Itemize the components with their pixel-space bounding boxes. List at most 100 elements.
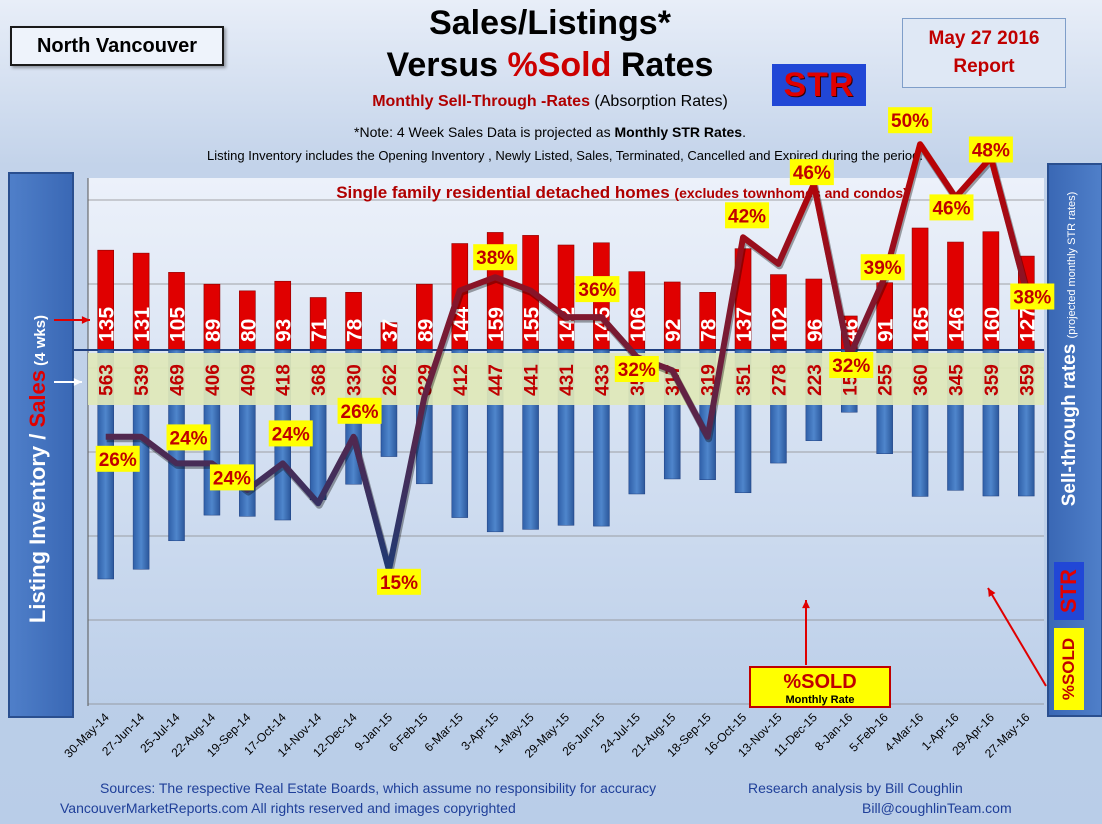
- chart-title-main: Single family residential detached homes: [336, 183, 674, 202]
- sold-legend-box: [749, 666, 891, 708]
- footer-analysis: Research analysis by Bill Coughlin: [748, 780, 963, 796]
- x-tick-label: 6-Mar-15: [422, 710, 467, 755]
- sales-value-label: 89: [202, 319, 225, 342]
- sold-value-label: 46%: [793, 163, 831, 184]
- footer-sources: Sources: The respective Real Estate Boar…: [100, 780, 657, 796]
- title-part-c: Rates: [611, 46, 714, 84]
- sold-label-box: [337, 397, 382, 424]
- note-line-2: Listing Inventory includes the Opening I…: [207, 148, 923, 163]
- sold-label-box: [166, 424, 211, 451]
- sold-label-box: [789, 159, 834, 186]
- sold-value-label: 26%: [341, 402, 379, 423]
- sold-label-box: [1010, 283, 1055, 310]
- sold-label-box: [95, 445, 140, 472]
- inventory-value-label: 433: [592, 364, 613, 396]
- note-line-1-c: .: [742, 124, 746, 140]
- x-tick-label: 4-Mar-16: [882, 710, 927, 755]
- sales-value-label: 105: [167, 307, 190, 342]
- side-arrow-head: [988, 588, 996, 597]
- report-date-box: May 27 2016 Report: [902, 18, 1066, 88]
- inventory-value-label: 359: [1017, 364, 1038, 396]
- inventory-value-label: 368: [309, 364, 330, 396]
- inventory-value-label: 447: [486, 364, 507, 396]
- sold-label-box: [376, 568, 421, 595]
- sold-value-label: 32%: [618, 360, 656, 381]
- inventory-value-label: 539: [132, 364, 153, 396]
- sales-value-label: 137: [733, 307, 756, 342]
- sales-value-label: 102: [768, 307, 791, 342]
- report-word: Report: [953, 56, 1015, 77]
- title-line-2: Versus %Sold Rates: [300, 46, 800, 85]
- inventory-value-label: 418: [274, 364, 295, 396]
- sales-value-label: 131: [131, 307, 154, 342]
- sales-value-label: 146: [945, 307, 968, 342]
- legend-arrow-head: [802, 600, 810, 609]
- subtitle-rest: (Absorption Rates): [589, 93, 728, 110]
- sales-value-label: 71: [308, 318, 331, 342]
- inventory-label-band: [88, 353, 1044, 405]
- sales-value-label: 92: [662, 319, 685, 342]
- sales-value-label: 37: [379, 319, 402, 342]
- sales-value-label: 78: [344, 318, 367, 342]
- sold-value-label: 24%: [170, 428, 208, 449]
- inventory-value-label: 351: [734, 364, 755, 396]
- sold-label-box: [968, 136, 1013, 163]
- sold-value-label: 26%: [99, 450, 137, 471]
- sold-small-label: %SOLD: [1054, 628, 1084, 710]
- sold-value-label: 32%: [832, 356, 870, 377]
- side-arrow: [987, 587, 1047, 687]
- sales-value-label: 96: [804, 319, 827, 342]
- inventory-value-label: 406: [203, 364, 224, 396]
- sold-value-label: 36%: [578, 280, 616, 301]
- sales-value-label: 80: [237, 319, 260, 342]
- region-label: North Vancouver: [10, 26, 224, 66]
- title-part-sold: %Sold: [507, 46, 612, 84]
- sold-value-label: 38%: [1013, 288, 1051, 309]
- note-line-1-a: *Note: 4 Week Sales Data is projected as: [354, 124, 615, 140]
- sold-label-box: [860, 254, 905, 281]
- sold-value-label: 46%: [932, 198, 970, 219]
- footer-email: Bill@coughlinTeam.com: [862, 800, 1012, 816]
- sold-legend-sub: Monthly Rate: [785, 694, 854, 706]
- title-line-1: Sales/Listings*: [429, 4, 671, 42]
- subtitle-strong: Monthly Sell-Through -Rates: [372, 93, 590, 110]
- sold-legend-title: %SOLD: [783, 671, 856, 693]
- inventory-value-label: 223: [805, 364, 826, 396]
- sold-label-box: [209, 464, 254, 491]
- sales-value-label: 127: [1016, 307, 1039, 342]
- sold-value-label: 48%: [972, 141, 1010, 162]
- report-date: May 27 2016: [928, 28, 1040, 49]
- str-small-logo: STR: [1054, 562, 1084, 620]
- sold-label-box: [614, 356, 659, 382]
- sold-label-box: [725, 202, 770, 229]
- str-logo: STR: [772, 64, 866, 106]
- sold-value-label: 50%: [891, 111, 929, 132]
- sales-value-label: 165: [910, 307, 933, 342]
- sales-value-label: 144: [450, 307, 473, 342]
- chart-title-note: (excludes townhomes and condos): [674, 185, 907, 201]
- sold-label-box: [268, 420, 313, 447]
- inventory-value-label: 262: [380, 364, 401, 396]
- sold-label-box: [473, 244, 518, 271]
- sold-value-label: 42%: [728, 206, 766, 227]
- inventory-value-label: 469: [168, 364, 189, 396]
- sales-value-label: 93: [273, 319, 296, 342]
- sold-line: [105, 141, 1030, 573]
- sales-pointer-arrow-head: [81, 316, 90, 324]
- inventory-value-label: 412: [451, 364, 472, 396]
- right-axis-panel: [1047, 163, 1102, 717]
- inventory-value-label: 345: [946, 364, 967, 396]
- sold-label-box: [829, 352, 874, 378]
- sales-value-label: 160: [981, 307, 1004, 342]
- sold-value-label: 39%: [864, 258, 902, 279]
- sold-label-box: [929, 194, 974, 221]
- inventory-value-label: 359: [982, 364, 1003, 396]
- inventory-value-label: 563: [97, 364, 118, 396]
- sales-value-label: 89: [414, 319, 437, 342]
- sold-label-box: [575, 276, 620, 303]
- sold-value-label: 24%: [272, 424, 310, 445]
- title-part-a: Versus: [386, 46, 508, 84]
- sold-value-label: 38%: [476, 248, 514, 269]
- inventory-value-label: 441: [522, 364, 543, 396]
